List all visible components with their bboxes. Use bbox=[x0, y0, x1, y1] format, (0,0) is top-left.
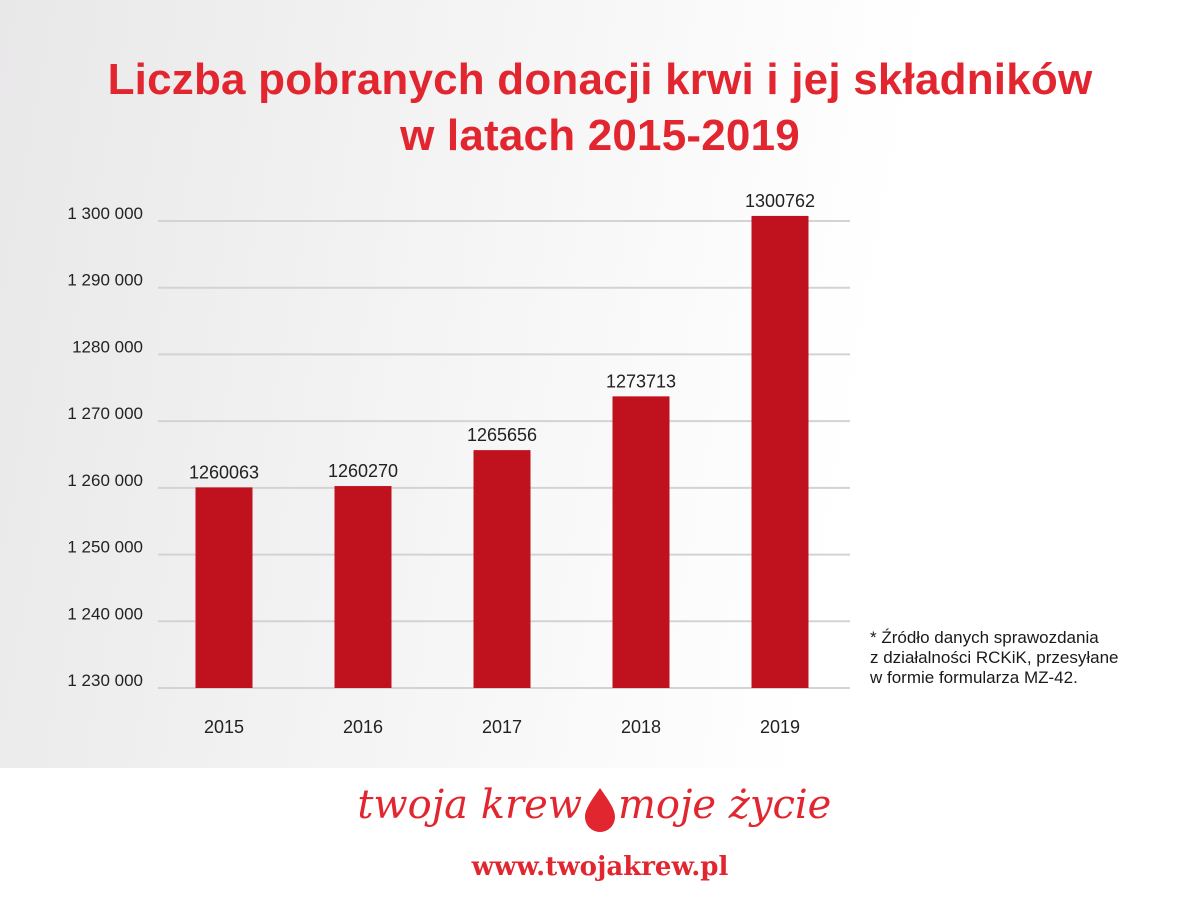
data-label: 1260063 bbox=[189, 462, 259, 482]
slogan-right-text: moje życie bbox=[618, 782, 831, 828]
source-note: * Źródło danych sprawozdania z działalno… bbox=[870, 628, 1190, 688]
slogan-logo: twoja krew moje życie bbox=[357, 782, 831, 832]
data-label: 1273713 bbox=[606, 371, 676, 391]
website-url[interactable]: www.twojakrew.pl bbox=[471, 852, 729, 882]
source-note-line-1: * Źródło danych sprawozdania bbox=[870, 628, 1099, 647]
x-tick-label: 2017 bbox=[482, 717, 522, 737]
chart-title: Liczba pobranych donacji krwi i jej skła… bbox=[0, 52, 1200, 164]
x-tick-label: 2019 bbox=[760, 717, 800, 737]
y-tick-label: 1 300 000 bbox=[67, 204, 143, 223]
x-tick-label: 2016 bbox=[343, 717, 383, 737]
source-note-line-2: z działalności RCKiK, przesyłane bbox=[870, 648, 1119, 667]
data-label: 1300762 bbox=[745, 191, 815, 211]
bar bbox=[612, 396, 670, 688]
chart-title-line-2: w latach 2015-2019 bbox=[400, 111, 800, 160]
blood-drop-icon bbox=[585, 788, 615, 832]
source-note-line-3: w formie formularza MZ-42. bbox=[870, 668, 1078, 687]
y-tick-label: 1 270 000 bbox=[67, 404, 143, 423]
y-tick-label: 1 240 000 bbox=[67, 604, 143, 623]
x-tick-label: 2018 bbox=[621, 717, 661, 737]
data-label: 1265656 bbox=[467, 425, 537, 445]
slogan-left-text: twoja krew bbox=[357, 782, 582, 828]
y-tick-label: 1 290 000 bbox=[67, 271, 143, 290]
bar bbox=[751, 215, 809, 688]
y-tick-label: 1 260 000 bbox=[67, 471, 143, 490]
bar-chart: 1 230 000 1 240 000 1 250 000 1 260 000 1 27… bbox=[67, 191, 850, 737]
y-tick-label: 1280 000 bbox=[72, 337, 143, 356]
chart-title-line-1: Liczba pobranych donacji krwi i jej skła… bbox=[107, 55, 1093, 104]
x-tick-label: 2015 bbox=[204, 717, 244, 737]
bar bbox=[334, 486, 392, 688]
bar bbox=[473, 450, 531, 688]
y-tick-label: 1 250 000 bbox=[67, 538, 143, 557]
data-label: 1260270 bbox=[328, 461, 398, 481]
y-tick-label: 1 230 000 bbox=[67, 671, 143, 690]
bar bbox=[195, 487, 253, 688]
